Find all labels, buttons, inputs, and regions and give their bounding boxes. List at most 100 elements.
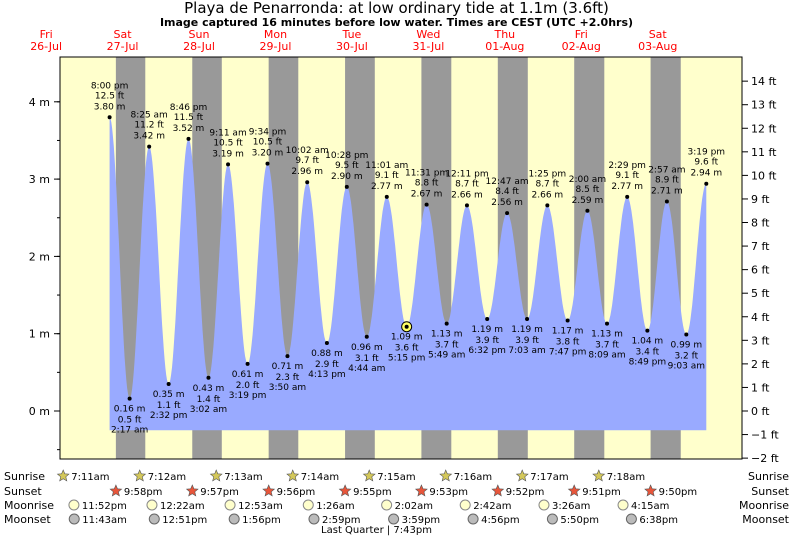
sunset-time: 9:51pm	[582, 487, 621, 498]
day-date: 28-Jul	[183, 40, 215, 53]
low-tide-ft: 3.4 ft	[636, 348, 660, 358]
high-tide-m: 2.96 m	[291, 167, 323, 177]
plot-area	[60, 57, 742, 459]
moonrise-time: 12:53am	[238, 501, 283, 512]
high-tide-ft: 8.4 ft	[495, 187, 519, 197]
sunset-time: 9:58pm	[124, 487, 163, 498]
low-tide-ft: 3.2 ft	[674, 351, 698, 361]
moonset-time: 1:56pm	[242, 515, 281, 526]
tide-point	[127, 396, 132, 401]
day-weekday: Fri	[40, 28, 53, 41]
sunrise-star-icon	[133, 469, 147, 482]
low-tide-time: 3:02 am	[190, 405, 227, 415]
low-tide-time: 8:09 am	[588, 351, 625, 361]
low-tide-time: 8:49 pm	[629, 358, 667, 368]
sunset-star-icon	[414, 484, 428, 497]
moonrise-icon	[381, 499, 393, 511]
y-tick-label-m: 0 m	[29, 405, 50, 418]
low-tide-m: 1.19 m	[471, 325, 503, 335]
sunrise-time: 7:17am	[530, 472, 568, 483]
moonset-icon	[308, 513, 320, 525]
moonset-icon	[228, 513, 240, 525]
high-tide-m: 3.19 m	[212, 149, 244, 159]
low-tide-ft: 2.3 ft	[276, 373, 300, 383]
low-tide-time: 5:49 am	[428, 351, 465, 361]
high-tide-m: 3.52 m	[173, 124, 205, 134]
sunrise-time: 7:11am	[71, 472, 109, 483]
y-tick-label-ft: 13 ft	[751, 99, 777, 112]
moonset-time: 6:38pm	[639, 515, 678, 526]
sunset-star-icon	[262, 484, 276, 497]
low-tide-ft: 3.7 ft	[595, 341, 619, 351]
tide-point	[265, 161, 270, 166]
low-tide-ft: 1.1 ft	[157, 401, 181, 411]
y-tick-label-ft: −1 ft	[751, 429, 779, 442]
row-label-left-moonrise: Moonrise	[4, 499, 54, 512]
tide-point	[485, 317, 490, 322]
high-tide-time: 2:29 pm	[608, 161, 646, 171]
moon-phase-label: Last Quarter | 7:43pm	[321, 525, 432, 536]
moonrise-time: 2:42am	[473, 501, 511, 512]
moonset-icon	[546, 513, 558, 525]
day-date: 29-Jul	[260, 40, 292, 53]
tide-point	[464, 203, 469, 208]
low-tide-ft: 0.5 ft	[118, 416, 142, 426]
day-date: 30-Jul	[336, 40, 368, 53]
high-tide-time: 10:02 am	[286, 146, 329, 156]
day-weekday: Sat	[114, 28, 133, 41]
tide-point	[625, 194, 630, 199]
tide-point	[147, 144, 152, 149]
day-weekday: Mon	[264, 28, 287, 41]
sunset-star-icon	[338, 484, 352, 497]
day-weekday: Wed	[416, 28, 440, 41]
sunrise-star-icon	[286, 469, 300, 482]
high-tide-time: 2:57 am	[648, 166, 685, 176]
low-tide-m: 0.88 m	[311, 349, 343, 359]
sunrise-time: 7:14am	[301, 472, 339, 483]
moonrise-icon	[302, 499, 314, 511]
row-label-right-sunrise: Sunrise	[748, 470, 789, 483]
moonset-time: 11:43am	[82, 515, 127, 526]
low-tide-time: 4:13 pm	[308, 370, 346, 380]
y-tick-label-ft: 7 ft	[751, 240, 770, 253]
high-tide-time: 9:34 pm	[249, 128, 287, 138]
y-tick-label-ft: 3 ft	[751, 334, 770, 347]
y-tick-label-ft: 8 ft	[751, 217, 770, 230]
high-tide-ft: 11.5 ft	[174, 113, 204, 123]
day-weekday: Fri	[575, 28, 588, 41]
moonset-icon	[148, 513, 160, 525]
high-tide-ft: 10.5 ft	[213, 138, 243, 148]
moonrise-icon	[146, 499, 158, 511]
low-tide-ft: 3.9 ft	[515, 336, 539, 346]
y-tick-label-ft: 2 ft	[751, 358, 770, 371]
low-tide-ft: 3.9 ft	[475, 336, 499, 346]
tide-point	[245, 361, 250, 366]
high-tide-ft: 8.8 ft	[415, 179, 439, 189]
sunset-star-icon	[185, 484, 199, 497]
y-tick-label-ft: 4 ft	[751, 311, 770, 324]
low-tide-m: 0.96 m	[351, 343, 383, 353]
high-tide-m: 3.80 m	[94, 102, 126, 112]
tide-point	[505, 211, 510, 216]
low-tide-m: 0.71 m	[272, 362, 304, 372]
moonrise-time: 12:22am	[160, 501, 205, 512]
sunrise-time: 7:13am	[224, 472, 262, 483]
sunrise-star-icon	[56, 469, 70, 482]
high-tide-time: 9:11 am	[209, 128, 246, 138]
high-tide-ft: 9.5 ft	[335, 161, 359, 171]
moonrise-icon	[68, 499, 80, 511]
high-tide-ft: 9.1 ft	[375, 171, 399, 181]
row-label-left-moonset: Moonset	[4, 513, 51, 526]
high-tide-time: 10:28 pm	[325, 151, 368, 161]
row-label-right-moonset: Moonset	[742, 513, 789, 526]
y-tick-label-m: 4 m	[29, 96, 50, 109]
sunrise-time: 7:15am	[377, 472, 415, 483]
high-tide-ft: 9.1 ft	[615, 171, 639, 181]
low-tide-ft: 1.4 ft	[197, 395, 221, 405]
moonrise-time: 1:26am	[316, 501, 354, 512]
moonset-icon	[625, 513, 637, 525]
low-tide-ft: 2.9 ft	[315, 360, 339, 370]
tide-point	[585, 208, 590, 213]
high-tide-ft: 12.5 ft	[95, 91, 125, 101]
tide-point	[324, 340, 329, 345]
